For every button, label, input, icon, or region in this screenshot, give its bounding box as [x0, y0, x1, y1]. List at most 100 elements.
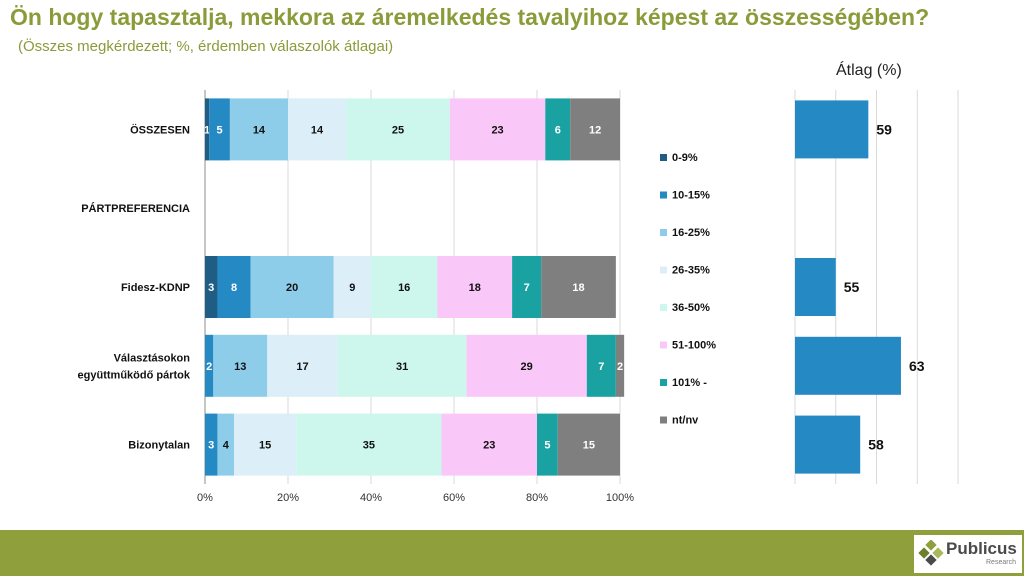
legend-swatch	[660, 416, 667, 424]
legend-swatch	[660, 341, 667, 349]
data-label: 7	[598, 361, 604, 373]
legend-swatch	[660, 304, 667, 311]
data-label: 14	[253, 124, 266, 136]
data-label: 14	[311, 124, 324, 136]
legend-label: 26-35%	[672, 265, 710, 277]
bar-segment	[541, 256, 616, 318]
legend-label: 16-25%	[672, 227, 710, 239]
data-label: 31	[396, 361, 408, 373]
bar-segment	[205, 98, 210, 161]
bar-segment	[267, 334, 338, 397]
x-tick-label: 40%	[360, 492, 382, 504]
data-label: 29	[521, 361, 533, 373]
avg-bar	[795, 100, 869, 159]
bar-segment	[205, 256, 218, 318]
bar-segment	[557, 413, 620, 476]
bar-segment	[337, 334, 467, 397]
logo-mark-icon	[918, 540, 944, 566]
bar-segment	[217, 413, 235, 476]
bar-segment	[586, 334, 616, 397]
data-label: 12	[589, 124, 601, 136]
x-tick-label: 0%	[197, 492, 213, 504]
bar-segment	[209, 98, 230, 161]
data-label: 23	[483, 440, 495, 452]
category-label: PÁRTPREFERENCIA	[81, 202, 190, 215]
data-label: 16	[398, 282, 410, 294]
x-tick-label: 80%	[526, 492, 548, 504]
legend-swatch	[660, 266, 667, 274]
x-tick-label: 60%	[443, 492, 465, 504]
category-label: Bizonytalan	[128, 440, 190, 452]
data-label: 2	[206, 361, 212, 373]
data-label: 1	[204, 124, 210, 136]
data-label: 23	[491, 124, 503, 136]
legend-label: 101% -	[672, 377, 707, 389]
data-label: 4	[223, 440, 230, 452]
bar-segment	[441, 413, 537, 476]
publicus-logo: Publicus Research	[914, 535, 1022, 573]
legend-label: nt/nv	[672, 415, 699, 427]
avg-value-label: 63	[909, 358, 925, 374]
bar-segment	[615, 334, 625, 397]
avg-bar	[795, 415, 861, 474]
data-label: 15	[583, 440, 595, 452]
data-label: 20	[286, 282, 298, 294]
bar-segment	[205, 334, 214, 397]
data-label: 6	[555, 124, 561, 136]
data-label: 17	[296, 361, 308, 373]
x-tick-label: 100%	[606, 492, 634, 504]
category-label: Fidesz-KDNP	[121, 282, 190, 294]
avg-bar	[795, 258, 836, 316]
x-tick-label: 20%	[277, 492, 299, 504]
legend-swatch	[660, 379, 667, 386]
page-title: Ön hogy tapasztalja, mekkora az áremelke…	[10, 4, 930, 30]
bar-segment	[333, 256, 371, 318]
data-label: 2	[617, 361, 623, 373]
bar-segment	[217, 256, 251, 318]
bar-segment	[229, 98, 288, 161]
bar-segment	[346, 98, 450, 161]
bar-segment	[296, 413, 442, 476]
data-label: 5	[216, 124, 222, 136]
legend-swatch	[660, 229, 667, 236]
data-label: 15	[259, 440, 271, 452]
bar-segment	[537, 413, 558, 476]
bar-segment	[466, 334, 587, 397]
data-label: 18	[572, 282, 584, 294]
data-label: 7	[524, 282, 530, 294]
data-label: 8	[231, 282, 237, 294]
data-label: 9	[349, 282, 355, 294]
bar-segment	[545, 98, 571, 161]
data-label: 3	[208, 282, 214, 294]
data-label: 35	[363, 440, 375, 452]
data-label: 25	[392, 124, 404, 136]
bar-segment	[205, 413, 218, 476]
category-label: ÖSSZESEN	[130, 123, 190, 136]
bar-segment	[250, 256, 334, 318]
legend-swatch	[660, 191, 667, 199]
bar-segment	[512, 256, 542, 318]
logo-tagline: Research	[986, 559, 1016, 566]
avg-bar	[795, 336, 901, 395]
bar-segment	[437, 256, 513, 318]
legend-label: 51-100%	[672, 340, 716, 352]
legend-label: 36-50%	[672, 302, 710, 314]
logo-name: Publicus	[946, 539, 1017, 558]
chart-area: 0% 20% 40% 60% 80% 100%ÖSSZESEN 1 5 14 14 25 23 6 12P…	[78, 90, 959, 504]
legend-label: 10-15%	[672, 190, 710, 202]
data-label: 13	[234, 361, 246, 373]
data-label: 18	[469, 282, 481, 294]
bar-segment	[288, 98, 347, 161]
bar-segment	[371, 256, 438, 318]
page-subtitle: (Összes megkérdezett; %, érdemben válasz…	[18, 38, 394, 55]
legend-label: 0-9%	[672, 152, 698, 164]
avg-value-label: 59	[876, 121, 892, 137]
bar-segment	[234, 413, 297, 476]
data-label: 5	[544, 440, 550, 452]
avg-value-label: 55	[844, 279, 860, 295]
bar-segment	[449, 98, 546, 161]
footer-bar	[0, 530, 1024, 576]
avg-value-label: 58	[868, 437, 884, 453]
bar-segment	[570, 98, 620, 161]
bar-segment	[213, 334, 268, 397]
